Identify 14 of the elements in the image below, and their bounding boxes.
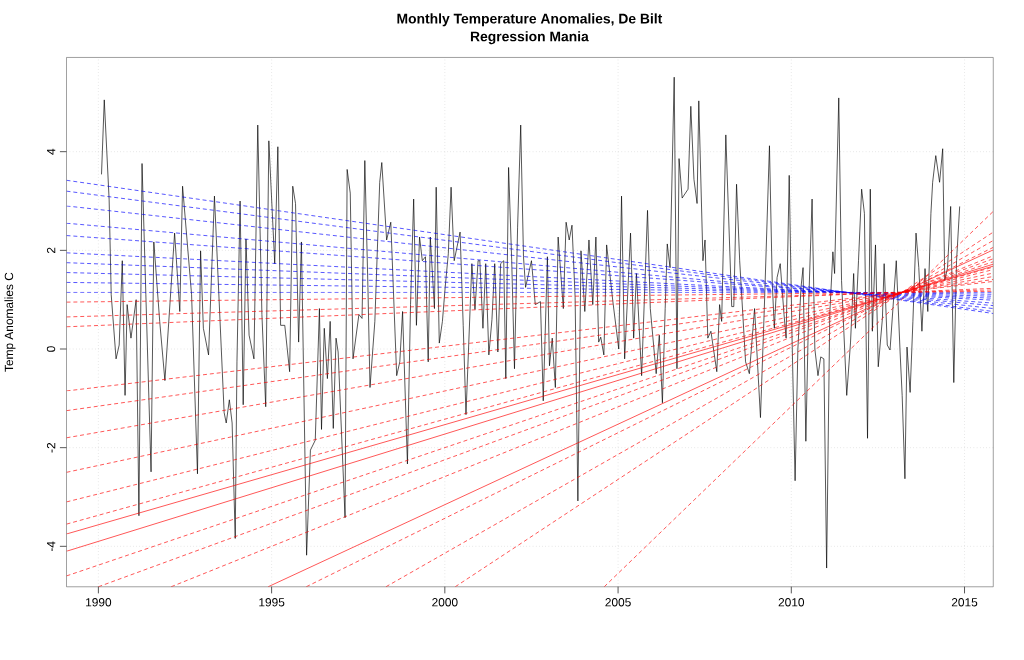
y-tick-label: 0	[46, 346, 56, 352]
x-tick-label: 2010	[778, 597, 805, 607]
chart-title: Monthly Temperature Anomalies, De Bilt	[397, 13, 663, 27]
x-tick-label: 2000	[432, 597, 458, 607]
y-tick-label: 4	[47, 148, 56, 155]
x-tick-label: 1995	[259, 597, 285, 607]
x-tick-label: 2005	[605, 597, 631, 607]
y-axis-title: Temp Anomalies C	[4, 272, 16, 372]
y-tick-label: 2	[46, 247, 56, 253]
y-tick-label: -2	[46, 442, 56, 453]
x-tick-label: 1990	[86, 597, 112, 607]
x-tick-label: 2015	[951, 597, 978, 607]
y-tick-label: -4	[47, 541, 56, 552]
chart-subtitle: Regression Mania	[470, 31, 589, 45]
